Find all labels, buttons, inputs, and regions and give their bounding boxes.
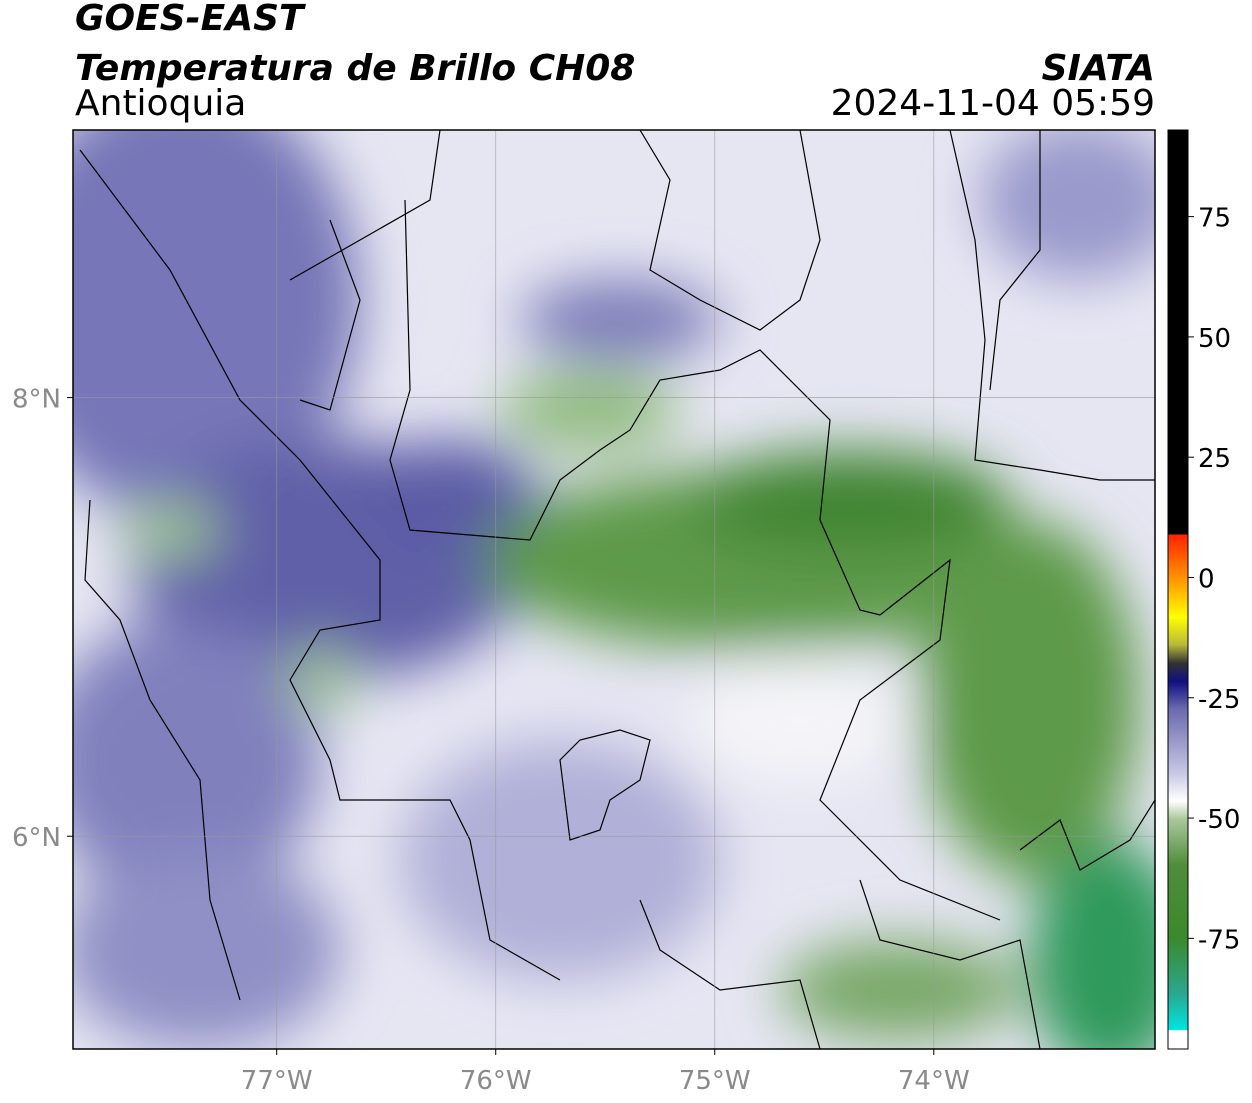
- source: SIATA: [1042, 48, 1155, 89]
- grid: [73, 130, 1155, 1049]
- x-tick-label: 75°W: [679, 1066, 751, 1096]
- colorbar-tick-label: -25: [1198, 685, 1240, 715]
- y-tick-label: 8°N: [12, 385, 61, 415]
- colorbar-tick-label: -75: [1198, 925, 1240, 955]
- y-tick-label: 6°N: [12, 823, 61, 853]
- product: Temperatura de Brillo CH08: [75, 48, 635, 89]
- colorbar-tick-label: 75: [1198, 204, 1231, 234]
- x-tick-label: 74°W: [898, 1066, 970, 1096]
- colorbar-tick-label: 0: [1198, 564, 1215, 594]
- colorbar: [1167, 129, 1189, 1050]
- colorbar-tick-label: -50: [1198, 805, 1240, 835]
- x-tick-label: 76°W: [460, 1066, 532, 1096]
- map-field: [73, 130, 1155, 1049]
- colorbar-tick-label: 50: [1198, 324, 1231, 354]
- region: Antioquia: [75, 83, 246, 124]
- colorbar-tick-label: 25: [1198, 444, 1231, 474]
- map-frame: [72, 129, 1156, 1050]
- datetime: 2024-11-04 05:59: [831, 83, 1155, 124]
- satellite: GOES-EAST: [75, 0, 306, 39]
- x-tick-label: 77°W: [241, 1066, 313, 1096]
